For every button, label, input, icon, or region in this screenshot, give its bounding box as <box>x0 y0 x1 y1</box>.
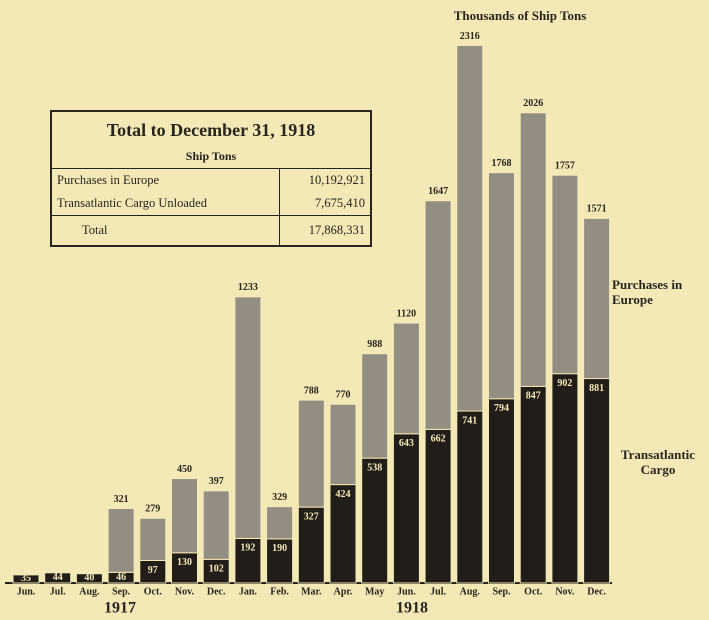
bar-segment <box>551 373 579 584</box>
x-tick-label: Jul. <box>50 586 66 597</box>
bar-segment <box>12 574 40 584</box>
total-label: 397 <box>209 476 224 487</box>
total-label: 1757 <box>555 161 575 172</box>
cell: 10,192,921 <box>279 169 370 192</box>
bar-segment <box>583 217 611 380</box>
x-tick-label: Aug. <box>79 586 100 597</box>
bar-segment <box>44 572 72 584</box>
value-label: 44 <box>53 572 63 583</box>
total-label: 1768 <box>492 158 512 169</box>
x-tick-label: Sep. <box>492 586 511 597</box>
total-label: 770 <box>336 390 351 401</box>
x-tick-label: Dec. <box>207 586 226 597</box>
value-label: 643 <box>399 438 414 449</box>
value-label: 902 <box>557 378 572 389</box>
cell: Purchases in Europe <box>57 173 160 187</box>
total-label: 1233 <box>238 282 258 293</box>
x-tick-label: Jun. <box>17 586 36 597</box>
x-tick-label: Jan. <box>239 586 258 597</box>
value-label: 424 <box>336 489 351 500</box>
value-label: 190 <box>272 543 287 554</box>
value-label: 40 <box>84 573 94 584</box>
bar-segment <box>234 296 262 539</box>
bar-segment <box>171 552 198 584</box>
total-label: 988 <box>367 339 382 350</box>
value-label: 881 <box>589 383 604 394</box>
bar-segment <box>424 428 452 584</box>
value-label: 192 <box>240 543 255 554</box>
inset-rows: Purchases in Europe 10,192,921 Transatlan… <box>52 169 370 245</box>
bar-segment <box>583 378 611 584</box>
year-label: 1918 <box>396 600 428 617</box>
value-label: 741 <box>462 415 477 426</box>
bar-segment <box>202 490 230 560</box>
x-tick-label: Dec. <box>587 586 606 597</box>
bar-segment <box>297 399 325 508</box>
value-label: 538 <box>367 462 382 473</box>
total-label: 450 <box>177 464 192 475</box>
cell: Transatlantic Cargo Unloaded <box>57 196 207 210</box>
x-tick-label: May <box>365 586 384 597</box>
total-label: 2026 <box>523 98 543 109</box>
year-label: 1917 <box>104 600 136 617</box>
x-tick-label: Jul. <box>430 586 446 597</box>
value-label: 327 <box>304 511 319 522</box>
x-tick-label: Oct. <box>524 586 543 597</box>
total-label: 2316 <box>460 31 480 42</box>
bar-segment <box>329 403 357 486</box>
bar-segment <box>488 398 515 584</box>
x-tick-label: Nov. <box>555 586 575 597</box>
inset-subtitle: Ship Tons <box>52 147 370 169</box>
bar-segment <box>392 433 420 584</box>
value-label: 794 <box>494 403 509 414</box>
total-label: 788 <box>304 385 319 396</box>
bar-segment <box>266 506 294 540</box>
bar-segment <box>456 410 484 584</box>
total-label: 1571 <box>587 204 607 215</box>
x-tick-label: Nov. <box>175 586 195 597</box>
value-label: 35 <box>21 573 31 584</box>
bar-segment <box>392 322 420 435</box>
bar-segment <box>488 172 515 400</box>
bar-segment <box>519 385 547 584</box>
total-label: 1120 <box>397 308 416 319</box>
cell: 7,675,410 <box>279 192 370 216</box>
value-label: 46 <box>116 572 126 583</box>
x-tick-label: Mar. <box>301 586 322 597</box>
total-label: 279 <box>145 504 160 515</box>
bar-segment <box>551 174 579 375</box>
x-tick-label: Feb. <box>270 586 289 597</box>
value-label: 662 <box>431 434 446 445</box>
x-tick-label: Sep. <box>112 586 131 597</box>
bar-segment <box>361 353 389 459</box>
x-tick-label: Aug. <box>460 586 481 597</box>
inset-title: Total to December 31, 1918 <box>106 120 316 140</box>
total-label: 1647 <box>428 186 448 197</box>
bar-segment <box>171 478 198 554</box>
value-label: 97 <box>148 565 158 576</box>
value-label: 102 <box>209 564 224 575</box>
chart-title: Thousands of Ship Tons <box>454 8 587 23</box>
bar-segment <box>519 112 547 387</box>
bar-segment <box>424 200 452 430</box>
x-tick-label: Jun. <box>397 586 416 597</box>
inset-table: Total to December 31, 1918 Ship Tons Pur… <box>50 110 372 247</box>
bar-segment <box>361 457 389 584</box>
x-tick-label: Apr. <box>334 586 353 597</box>
value-label: 847 <box>526 391 541 402</box>
cell: 17,868,331 <box>279 215 370 245</box>
x-tick-label: Oct. <box>144 586 163 597</box>
total-label: 329 <box>272 492 287 503</box>
legend-label: Transatlantic Cargo <box>620 447 696 477</box>
cell: Total <box>52 215 280 245</box>
total-label: 321 <box>114 494 129 505</box>
legend-label: Purchases in Europe <box>612 277 683 307</box>
bar-segment <box>107 508 135 573</box>
value-label: 130 <box>177 557 192 568</box>
bar-segment <box>139 517 167 561</box>
bar-segment <box>75 573 103 584</box>
bar-segment <box>456 44 484 412</box>
